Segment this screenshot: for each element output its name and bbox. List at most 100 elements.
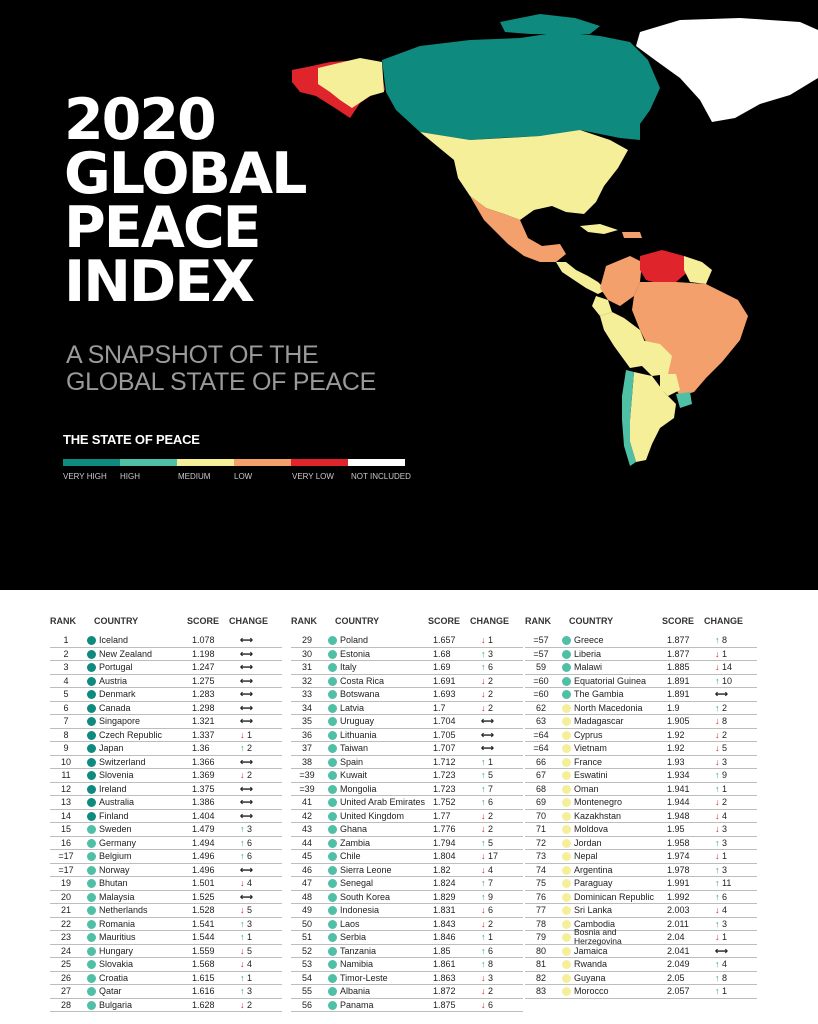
peace-level-dot-icon [328,649,337,659]
peace-level-dot-icon [562,933,571,942]
rank-cell: 1 [63,635,69,645]
peace-level-dot-icon [328,690,337,699]
table-row: 53 Namibia 1.861 ↑ 8 [291,958,523,972]
rank-cell: 30 [301,648,312,659]
score-cell: 1.723 [433,770,456,780]
score-cell: 2.049 [667,959,690,969]
table-row: 80 Jamaica 2.041 ⟷ [525,945,757,958]
rank-cell: 24 [60,945,71,956]
change-cell: ⟷ [240,662,253,673]
peace-level-dot-icon [328,771,337,780]
country-cell: Latvia [340,702,365,713]
change-value: 5 [244,905,253,915]
arrow-up-icon: ↑ [481,662,486,672]
table-row: 51 Serbia 1.846 ↑ 1 [291,931,523,945]
peace-level-dot-icon [328,906,337,915]
change-value: 3 [719,837,728,848]
table-row: 73 Nepal 1.974 ↓ 1 [525,850,757,864]
country-cell: Bulgaria [99,999,133,1010]
legend-swatch [63,459,120,466]
table-row: =39 Kuwait 1.723 ↑ 5 [291,769,523,783]
arrow-up-icon: ↑ [715,986,720,996]
change-cell: ↓ 2 [240,770,252,781]
country-cell: Ghana [340,824,368,834]
country-cell: Panama [340,999,374,1010]
change-cell: ↑ 9 [715,770,727,781]
country-cell: Denmark [99,689,136,699]
country-cell: United Arab Emirates [340,797,426,807]
subtitle-line: A SNAPSHOT OF THE [66,341,319,369]
change-cell: ↑ 3 [715,865,727,876]
change-cell: ↑ 3 [240,824,252,835]
table-row: 22 Romania 1.541 ↑ 3 [50,918,282,931]
ranking-rows: 1 Iceland 1.078 ⟷ 2 New Zealand 1.198 ⟷ 3 Portuga… [50,634,282,1012]
score-cell: 1.36 [192,743,210,753]
arrow-down-icon: ↓ [481,986,486,996]
score-cell: 1.7 [433,702,446,713]
score-cell: 1.693 [433,689,456,699]
peace-level-dot-icon [328,838,337,848]
map-alaska-mainland [318,58,384,108]
score-cell: 1.494 [192,837,215,848]
score-cell: 1.77 [433,810,451,821]
country-cell: Argentina [574,864,613,875]
peace-level-dot-icon [562,771,571,780]
country-cell: Switzerland [99,756,146,767]
change-cell: ⟷ [481,716,494,727]
peace-level-dot-icon [87,784,96,794]
change-cell: ↓ 1 [715,932,727,943]
peace-level-dot-icon [328,892,337,902]
score-cell: 1.078 [192,635,215,645]
change-value: 8 [485,959,494,969]
arrow-down-icon: ↓ [715,797,720,807]
rank-cell: 11 [61,770,71,780]
table-row: 79 Bosnia and Herzegovina 2.04 ↓ 1 [525,928,757,945]
legend-label: MEDIUM [178,472,211,481]
rank-cell: =57 [533,648,549,659]
change-value: 4 [244,878,253,888]
score-cell: 2.057 [667,986,690,996]
country-cell: Nepal [574,851,598,861]
map-chile [622,370,636,466]
change-value: 14 [719,662,733,672]
change-cell: ⟷ [240,784,253,795]
table-row: =64 Vietnam 1.92 ↓ 5 [525,742,757,756]
score-cell: 1.95 [667,824,685,834]
change-cell: ↓ 2 [481,703,493,714]
score-cell: 1.479 [192,824,215,834]
page-subtitle: A SNAPSHOT OF THE GLOBAL STATE OF PEACE [66,342,376,396]
legend-label: HIGH [120,472,140,481]
table-row: 42 United Kingdom 1.77 ↓ 2 [291,810,523,823]
rank-cell: 49 [301,905,312,915]
rank-cell: =17 [58,864,74,875]
rank-cell: 52 [301,945,312,956]
rank-cell: 7 [63,716,69,726]
change-cell: ↑ 1 [240,932,252,943]
table-row: 11 Slovenia 1.369 ↓ 2 [50,769,282,783]
country-cell: Rwanda [574,959,608,969]
score-cell: 1.992 [667,891,690,902]
change-cell: ↓ 17 [481,851,498,862]
table-row: 62 North Macedonia 1.9 ↑ 2 [525,702,757,715]
change-value: 3 [719,864,728,875]
change-value: 2 [719,702,728,713]
table-row: 27 Qatar 1.616 ↑ 3 [50,985,282,999]
score-cell: 1.941 [667,783,690,794]
change-value: 3 [244,824,253,834]
score-cell: 1.366 [192,756,215,767]
change-value: 4 [485,864,494,875]
rank-cell: 22 [60,918,71,929]
country-cell: Cambodia [574,918,616,929]
change-cell: ↑ 8 [715,973,727,984]
change-value: 3 [719,824,728,834]
arrow-down-icon: ↓ [715,743,720,753]
rank-cell: 80 [535,945,546,956]
country-cell: Albania [340,986,371,996]
change-value: 2 [485,689,494,699]
hero-banner: 2020 GLOBAL PEACE INDEX A SNAPSHOT OF TH… [0,0,818,590]
change-cell: ⟷ [240,703,253,714]
table-row: 25 Slovakia 1.568 ↓ 4 [50,958,282,972]
change-cell: ⟷ [240,797,253,808]
arrow-up-icon: ↑ [715,770,720,780]
peace-level-dot-icon [328,973,337,983]
